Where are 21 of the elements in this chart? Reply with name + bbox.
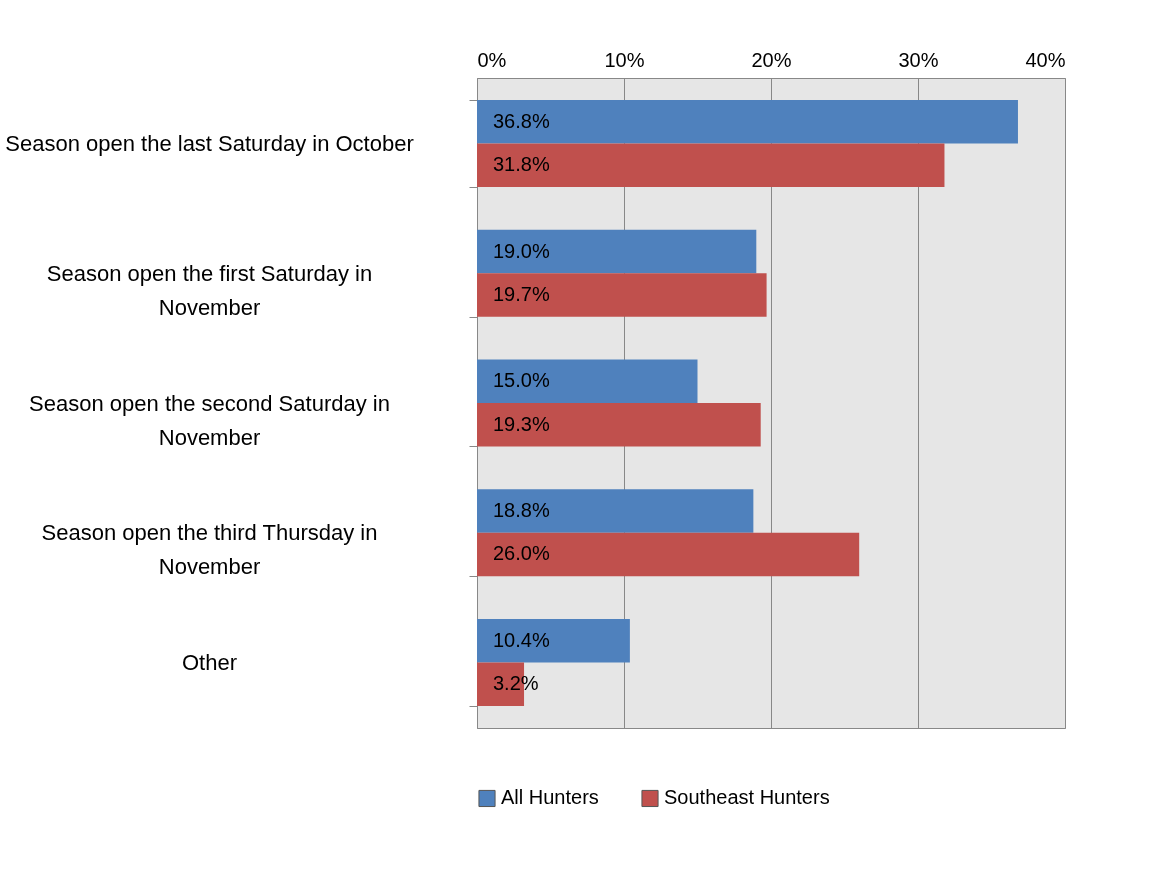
x-tick-label: 0% (477, 48, 507, 71)
data-label: 19.7% (493, 282, 550, 305)
legend-label: All Hunters (501, 786, 599, 809)
x-tick-label: 20% (751, 48, 792, 71)
x-tick-label: 10% (604, 48, 645, 71)
data-label: 26.0% (493, 542, 550, 565)
data-label: 36.8% (493, 109, 550, 132)
y-tick-label: Season open the second Saturday in November (29, 390, 390, 450)
data-label: 18.8% (493, 499, 550, 522)
x-tick-label: 30% (898, 48, 939, 71)
data-label: 19.3% (493, 412, 550, 435)
y-tick-label: Season open the first Saturday in November (46, 260, 373, 320)
x-tick-label: 40% (1025, 48, 1066, 71)
legend-label: Southeast Hunters (664, 786, 830, 809)
y-tick-label: Season open the last Saturday in October (5, 131, 414, 157)
data-label: 31.8% (493, 153, 550, 176)
data-label: 10.4% (493, 628, 550, 651)
y-tick-label: Season open the third Thursday in November (41, 520, 378, 580)
y-tick-label: Other (181, 649, 238, 675)
data-label: 15.0% (493, 369, 550, 392)
data-label: 19.0% (493, 239, 550, 262)
